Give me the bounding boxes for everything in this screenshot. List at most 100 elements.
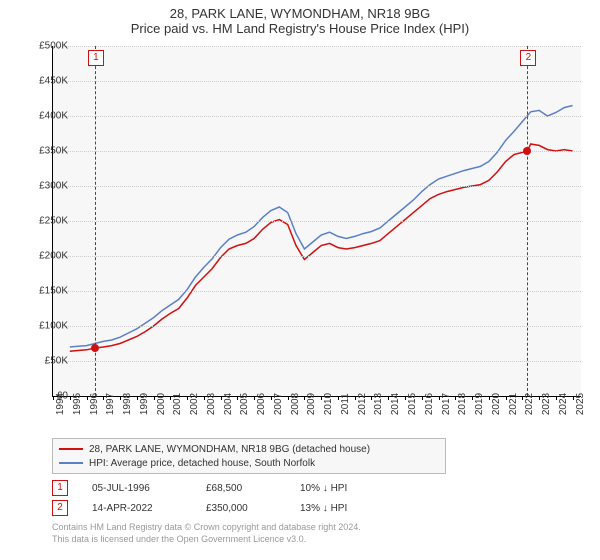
x-tick [439,396,440,400]
x-axis-label: 2001 [172,393,183,415]
x-axis-label: 2020 [491,393,502,415]
y-axis-label: £500K [24,41,68,52]
y-gridline [53,221,581,222]
series-line-property [70,144,573,351]
marker-dot [523,147,531,155]
y-axis-label: £400K [24,111,68,122]
legend-item: HPI: Average price, detached house, Sout… [59,456,439,470]
y-gridline [53,256,581,257]
y-gridline [53,46,581,47]
x-axis-label: 2022 [524,393,535,415]
y-axis-label: £250K [24,216,68,227]
legend: 28, PARK LANE, WYMONDHAM, NR18 9BG (deta… [52,438,446,474]
transactions-table: 1 05-JUL-1996 £68,500 10% ↓ HPI 2 14-APR-2022… [52,478,390,518]
transaction-price: £350,000 [206,503,276,514]
x-tick [573,396,574,400]
footer-attribution: Contains HM Land Registry data © Crown c… [52,522,361,545]
x-axis-label: 2011 [340,393,351,415]
x-tick [539,396,540,400]
x-axis-label: 1998 [122,393,133,415]
x-tick [422,396,423,400]
x-axis-label: 2018 [457,393,468,415]
x-axis-label: 1997 [105,393,116,415]
y-gridline [53,361,581,362]
x-axis-label: 2016 [424,393,435,415]
x-axis-label: 2023 [541,393,552,415]
x-tick [120,396,121,400]
x-axis-label: 2015 [407,393,418,415]
transaction-marker: 1 [52,480,68,496]
transaction-date: 05-JUL-1996 [92,483,182,494]
x-axis-label: 2009 [306,393,317,415]
x-axis-label: 2010 [323,393,334,415]
x-tick [137,396,138,400]
y-gridline [53,151,581,152]
y-gridline [53,291,581,292]
x-tick [405,396,406,400]
x-axis-label: 2024 [558,393,569,415]
marker-label-box: 1 [88,50,104,66]
x-axis-label: 2002 [189,393,200,415]
y-axis-label: £300K [24,181,68,192]
x-axis-label: 2013 [373,393,384,415]
y-axis-label: £450K [24,76,68,87]
x-axis-label: 2000 [156,393,167,415]
x-tick [556,396,557,400]
transaction-price: £68,500 [206,483,276,494]
y-axis-label: £200K [24,251,68,262]
transaction-row: 2 14-APR-2022 £350,000 13% ↓ HPI [52,498,390,518]
y-gridline [53,186,581,187]
footer-line-2: This data is licensed under the Open Gov… [52,534,361,546]
legend-swatch [59,448,83,450]
footer-line-1: Contains HM Land Registry data © Crown c… [52,522,361,534]
x-tick [70,396,71,400]
x-axis-label: 2008 [290,393,301,415]
x-tick [489,396,490,400]
y-axis-label: £100K [24,321,68,332]
x-tick [338,396,339,400]
transaction-marker: 2 [52,500,68,516]
x-axis-label: 2019 [474,393,485,415]
series-line-hpi [70,106,573,348]
y-gridline [53,116,581,117]
x-axis-label: 2021 [508,393,519,415]
marker-dot [91,344,99,352]
x-axis-label: 2012 [357,393,368,415]
x-tick [221,396,222,400]
x-tick [87,396,88,400]
legend-swatch [59,462,83,464]
chart-title: 28, PARK LANE, WYMONDHAM, NR18 9BG [0,0,600,21]
x-axis-label: 2004 [223,393,234,415]
chart-subtitle: Price paid vs. HM Land Registry's House … [0,21,600,40]
x-axis-label: 2017 [441,393,452,415]
x-axis-label: 2006 [256,393,267,415]
marker-vertical-line [527,46,528,396]
marker-label-box: 2 [520,50,536,66]
x-tick [187,396,188,400]
x-tick [271,396,272,400]
legend-label: 28, PARK LANE, WYMONDHAM, NR18 9BG (deta… [89,444,370,455]
x-tick [254,396,255,400]
y-gridline [53,81,581,82]
transaction-pct: 10% ↓ HPI [300,483,390,494]
x-tick [204,396,205,400]
y-axis-label: £50K [24,356,68,367]
legend-item: 28, PARK LANE, WYMONDHAM, NR18 9BG (deta… [59,442,439,456]
y-gridline [53,326,581,327]
transaction-date: 14-APR-2022 [92,503,182,514]
x-axis-label: 2007 [273,393,284,415]
x-axis-label: 2003 [206,393,217,415]
x-tick [154,396,155,400]
x-axis-label: 1995 [72,393,83,415]
y-axis-label: £150K [24,286,68,297]
x-axis-label: 1994 [55,393,66,415]
x-tick [288,396,289,400]
x-tick [506,396,507,400]
x-axis-label: 1996 [89,393,100,415]
x-tick [472,396,473,400]
x-tick [355,396,356,400]
x-axis-label: 2005 [239,393,250,415]
transaction-pct: 13% ↓ HPI [300,503,390,514]
chart-plot-area: 12 [52,46,581,397]
legend-label: HPI: Average price, detached house, Sout… [89,458,315,469]
